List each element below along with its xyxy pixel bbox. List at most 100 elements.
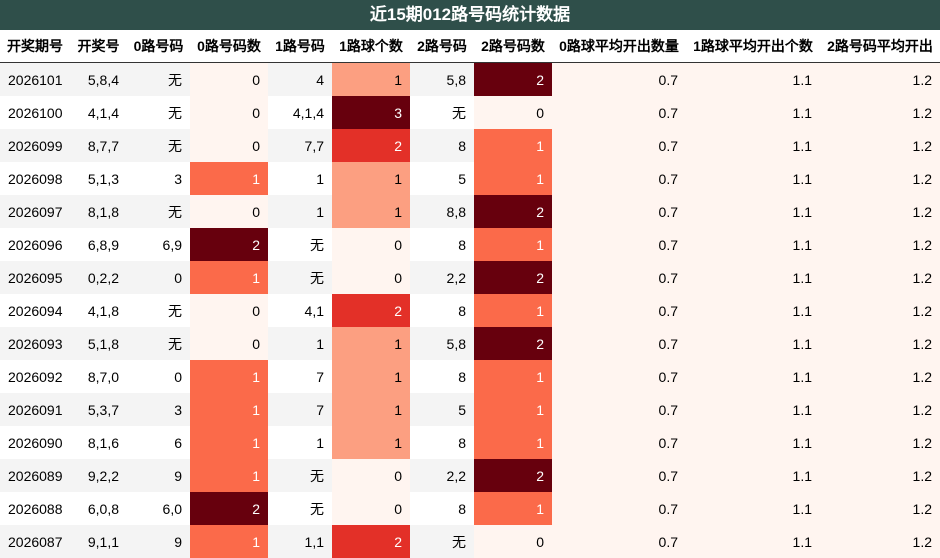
table-cell: 3 [332, 96, 410, 129]
table-cell: 无 [127, 129, 190, 162]
table-cell: 0 [190, 195, 268, 228]
table-cell: 5,8,4 [70, 62, 127, 96]
table-cell: 4,1 [304, 302, 324, 319]
table-cell: 1 [316, 434, 324, 451]
table-cell: 无 [410, 525, 474, 558]
table-cell: 0 [190, 327, 268, 360]
table-cell: 1 [316, 170, 324, 187]
table-cell: 2026092 [8, 368, 63, 385]
table-cell: 2 [474, 327, 552, 360]
table-cell: 0 [332, 261, 410, 294]
table-cell: 0,2,2 [70, 261, 127, 294]
table-cell: 1.1 [686, 327, 820, 360]
table-cell: 无 [268, 261, 332, 294]
table-cell: 3 [174, 170, 182, 187]
table-cell: 无 [127, 195, 190, 228]
table-cell: 1.2 [820, 327, 940, 360]
table-cell: 6,8,9 [87, 236, 119, 253]
table-cell: 1 [474, 492, 552, 525]
table-cell: 1.1 [686, 129, 820, 162]
column-header: 0路球平均开出数量 [552, 30, 686, 63]
table-cell: 无 [127, 327, 190, 360]
table-cell: 1.2 [820, 294, 940, 327]
table-row: 2026091 5,3,7 3 1 7 1 5 1 0.7 1.1 1.2 [0, 393, 940, 426]
table-cell: 8,7,7 [70, 129, 127, 162]
table-cell: 0 [174, 368, 182, 385]
table-cell: 0.7 [552, 96, 686, 129]
table-cell: 1.1 [686, 426, 820, 459]
table-cell: 0.7 [552, 261, 686, 294]
table-cell: 1 [190, 393, 268, 426]
table-cell: 1 [332, 162, 410, 195]
table-cell: 1.2 [820, 228, 940, 261]
table-cell: 0.7 [552, 393, 686, 426]
table-row: 2026098 5,1,3 3 1 1 1 5 1 0.7 1.1 1.2 [0, 162, 940, 195]
table-row: 2026090 8,1,6 6 1 1 1 8 1 0.7 1.1 1.2 [0, 426, 940, 459]
column-header: 2路号码 [410, 30, 474, 63]
table-cell: 7 [316, 368, 324, 385]
table-cell: 5 [458, 170, 466, 187]
table-cell: 1 [332, 327, 410, 360]
table-cell: 1.2 [820, 195, 940, 228]
table-cell: 1 [332, 426, 410, 459]
table-cell: 2026101 [0, 62, 70, 96]
table-cell: 2026089 [0, 459, 70, 492]
table-cell: 7 [268, 393, 332, 426]
column-header: 1路号码 [268, 30, 332, 63]
table-cell: 1.1 [686, 162, 820, 195]
table-cell: 1.2 [820, 261, 940, 294]
table-cell: 8 [410, 129, 474, 162]
table-cell: 无 [127, 62, 190, 96]
table-cell: 2 [190, 492, 268, 525]
table-row: 2026087 9,1,1 9 1 1,1 2 无 0 0.7 1.1 1.2 [0, 525, 940, 558]
table-cell: 1 [190, 162, 268, 195]
table-cell: 0 [190, 129, 268, 162]
table-cell: 8 [458, 434, 466, 451]
table-cell: 0.7 [552, 492, 686, 525]
table-title: 近15期012路号码统计数据 [0, 0, 940, 30]
table-cell: 1.1 [686, 525, 820, 558]
table-row: 2026100 4,1,4 无 0 4,1,4 3 无 0 0.7 1.1 1.2 [0, 96, 940, 129]
table-cell: 4,1,8 [87, 302, 119, 319]
column-header: 开奖号 [70, 30, 127, 63]
table-cell: 2,2 [410, 261, 474, 294]
table-cell: 无 [268, 459, 332, 492]
table-cell: 2 [474, 261, 552, 294]
table-cell: 1.1 [686, 492, 820, 525]
table-cell: 5,1,8 [70, 327, 127, 360]
table-cell: 1.2 [820, 525, 940, 558]
table-cell: 1 [474, 294, 552, 327]
table-cell: 0.7 [552, 129, 686, 162]
table-cell: 2026093 [0, 327, 70, 360]
table-cell: 1.1 [686, 62, 820, 96]
table-cell: 8,7,0 [87, 368, 119, 385]
table-row: 2026092 8,7,0 0 1 7 1 8 1 0.7 1.1 1.2 [0, 360, 940, 393]
stats-table: 开奖期号 开奖号 0路号码 0路号码数 1路号码 1路球个数 2路号码 2路号码数 0路球平均开… [0, 30, 940, 558]
table-cell: 1.2 [820, 360, 940, 393]
table-cell: 2 [190, 228, 268, 261]
table-cell: 无 [168, 302, 182, 319]
table-cell: 6,0 [162, 500, 182, 517]
table-cell: 1 [332, 62, 410, 96]
table-cell: 1 [332, 195, 410, 228]
table-cell: 9 [127, 459, 190, 492]
table-cell: 6 [174, 434, 182, 451]
table-cell: 2026091 [0, 393, 70, 426]
table-cell: 0.7 [552, 62, 686, 96]
table-cell: 5,3,7 [70, 393, 127, 426]
table-cell: 0 [190, 62, 268, 96]
table-cell: 4,1,4 [292, 104, 324, 121]
table-cell: 1.1 [686, 459, 820, 492]
table-cell: 2026094 [8, 302, 63, 319]
table-cell: 1 [332, 393, 410, 426]
column-header: 0路号码 [127, 30, 190, 63]
table-cell: 1.1 [686, 360, 820, 393]
table-cell: 2026100 [8, 104, 63, 121]
table-cell: 1 [474, 393, 552, 426]
table-cell: 7,7 [268, 129, 332, 162]
table-cell: 1 [474, 426, 552, 459]
table-cell: 1 [190, 360, 268, 393]
table-cell: 1 [474, 228, 552, 261]
table-cell: 1.1 [686, 195, 820, 228]
table-cell: 0 [332, 492, 410, 525]
